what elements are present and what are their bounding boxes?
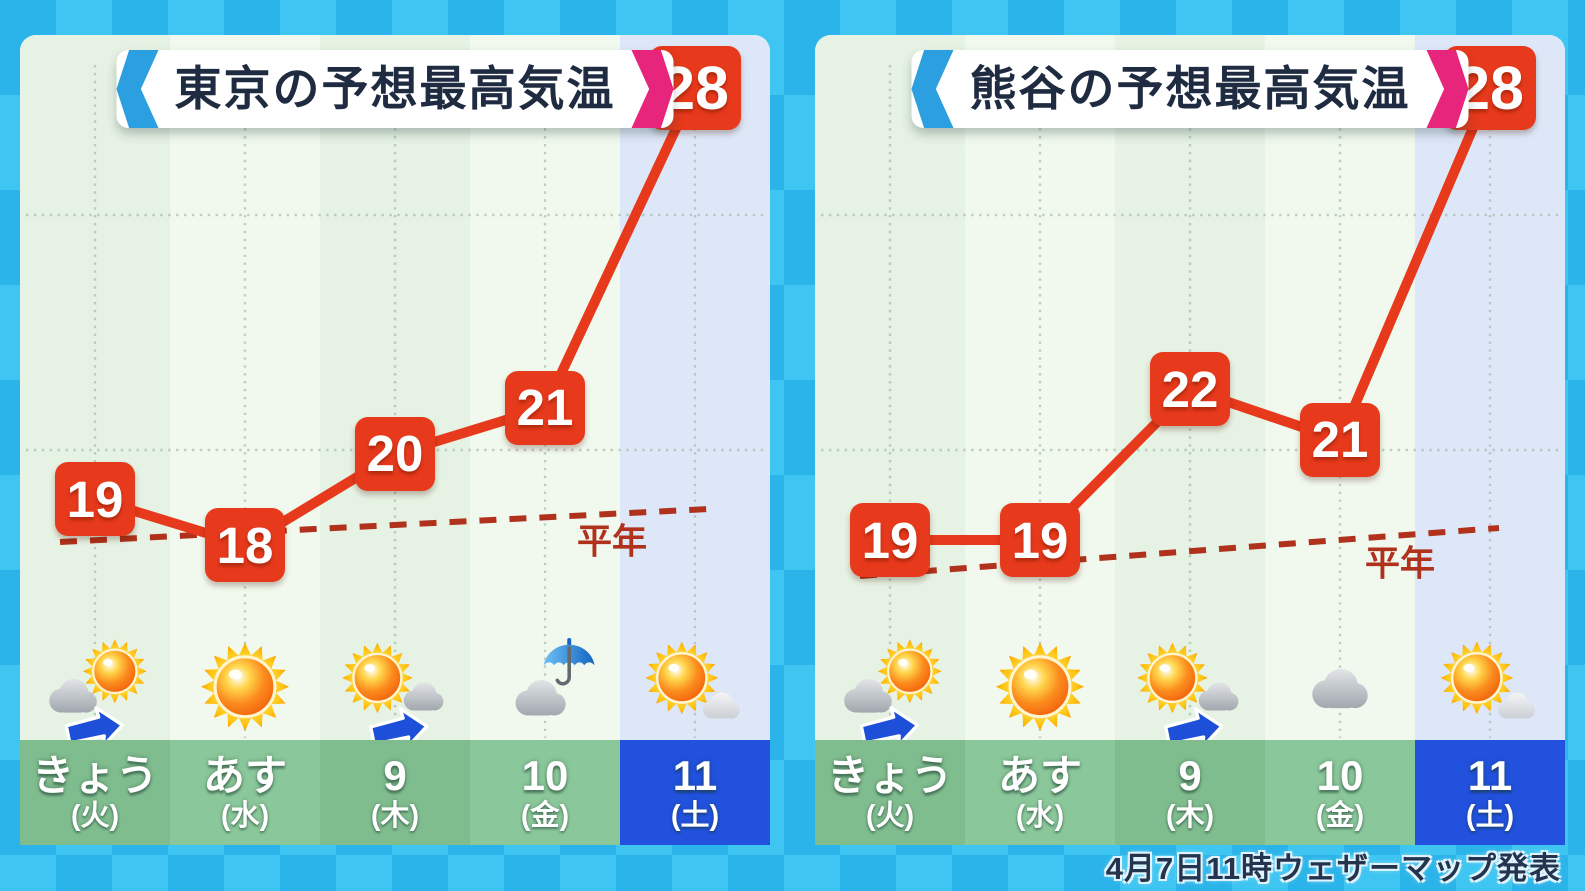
temperature-marker: 19 <box>55 462 135 537</box>
day-label: 11 <box>1467 751 1513 799</box>
day-labels-bar: きょう (火) あす (水) 9 (木) 10 (金) 11 (土) <box>815 740 1565 845</box>
normal-temperature-line <box>859 525 1500 579</box>
day-cell: きょう (火) <box>20 740 170 845</box>
day-label: 9 <box>383 751 407 799</box>
temperature-marker: 21 <box>1300 402 1380 477</box>
day-cell: 11 (土) <box>620 740 770 845</box>
gridlines <box>821 65 1559 738</box>
day-cell: 9 (木) <box>320 740 470 845</box>
day-label: 10 <box>521 751 569 799</box>
title-right-bracket-icon <box>631 50 674 128</box>
temperature-markers: 19 18 20 21 28 <box>20 35 770 845</box>
temperature-marker: 19 <box>850 503 930 577</box>
day-sublabel: (土) <box>1465 799 1515 832</box>
day-sublabel: (水) <box>220 799 270 832</box>
temperature-marker: 19 <box>1000 503 1080 577</box>
panel-title-banner: 熊谷の予想最高気温 <box>911 50 1469 128</box>
day-label: 11 <box>672 751 718 799</box>
panel-title: 東京の予想最高気温 <box>174 62 616 115</box>
title-right-bracket-icon <box>1426 50 1469 128</box>
day-cell: あす (水) <box>170 740 320 845</box>
panel-title-banner: 東京の予想最高気温 <box>116 50 674 128</box>
day-cell: きょう (火) <box>815 740 965 845</box>
temperature-marker: 22 <box>1150 352 1230 427</box>
temperature-markers: 19 19 22 21 28 <box>815 35 1565 845</box>
day-sublabel: (金) <box>520 799 570 832</box>
title-left-bracket-icon <box>116 50 159 128</box>
normal-line-label: 平年 <box>1365 545 1435 584</box>
day-label: あす <box>202 751 287 799</box>
normal-line-label: 平年 <box>577 523 647 562</box>
day-label: 9 <box>1178 751 1202 799</box>
day-cell: 9 (木) <box>1115 740 1265 845</box>
temperature-marker: 21 <box>505 370 585 445</box>
day-sublabel: (木) <box>370 799 420 832</box>
day-cell: あす (水) <box>965 740 1115 845</box>
day-sublabel: (水) <box>1015 799 1065 832</box>
day-sublabel: (木) <box>1165 799 1215 832</box>
day-cell: 10 (金) <box>1265 740 1415 845</box>
day-sublabel: (火) <box>865 799 915 832</box>
issued-by-caption: 4月7日11時ウェザーマップ発表 <box>1105 851 1561 886</box>
normal-temperature-line <box>59 506 709 545</box>
day-label: あす <box>997 751 1082 799</box>
day-labels-bar: きょう (火) あす (水) 9 (木) 10 (金) 11 (土) <box>20 740 770 845</box>
day-sublabel: (土) <box>670 799 720 832</box>
temperature-marker: 20 <box>355 416 435 491</box>
title-left-bracket-icon <box>911 50 954 128</box>
temperature-marker: 18 <box>205 508 285 582</box>
day-sublabel: (火) <box>70 799 120 832</box>
day-cell: 10 (金) <box>470 740 620 845</box>
gridlines <box>26 65 764 738</box>
day-label: きょう <box>31 751 158 799</box>
panel-title: 熊谷の予想最高気温 <box>969 62 1411 115</box>
day-cell: 11 (土) <box>1415 740 1565 845</box>
forecast-panel-tokyo: 平年 <box>20 35 770 845</box>
day-label: きょう <box>826 751 953 799</box>
forecast-panel-kumagaya: 平年 <box>815 35 1565 845</box>
day-label: 10 <box>1316 751 1364 799</box>
day-sublabel: (金) <box>1315 799 1365 832</box>
